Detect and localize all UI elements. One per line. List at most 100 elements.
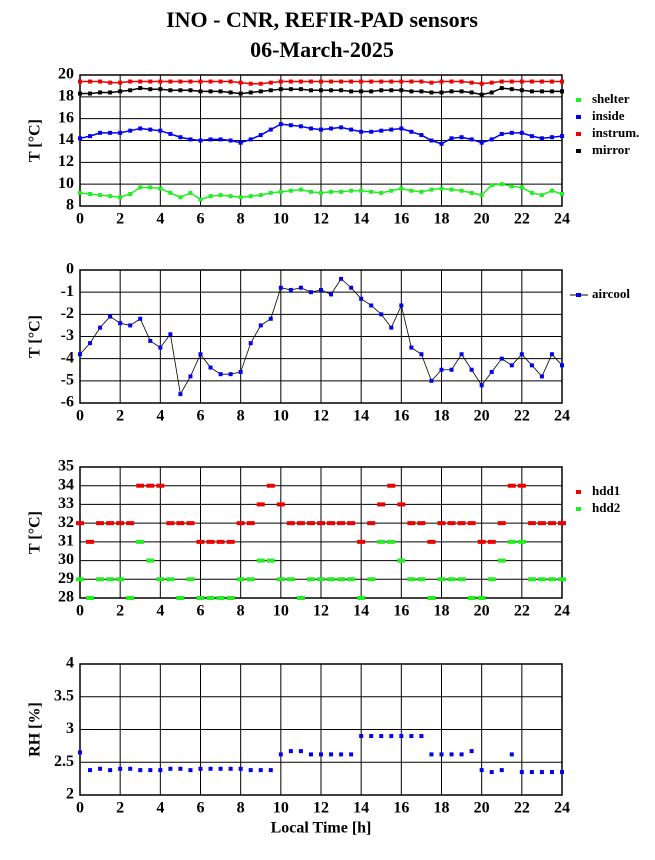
data-point — [367, 577, 376, 582]
data-point — [118, 321, 123, 326]
data-point — [128, 128, 133, 133]
data-point — [329, 752, 334, 757]
data-point — [419, 189, 424, 194]
x-tick-label: 14 — [353, 211, 369, 228]
data-point — [339, 752, 344, 757]
plot-frame — [79, 663, 563, 796]
data-point — [389, 127, 394, 132]
data-point — [499, 356, 504, 361]
data-point — [447, 577, 456, 582]
data-point — [116, 577, 125, 582]
data-point — [108, 194, 113, 199]
data-point — [88, 134, 93, 139]
data-point — [409, 129, 414, 134]
data-point — [238, 91, 243, 96]
data-point — [178, 392, 183, 397]
x-tick-label: 4 — [156, 603, 164, 620]
data-point — [248, 137, 253, 142]
x-tick-label: 12 — [313, 211, 329, 228]
data-point — [146, 483, 155, 488]
data-point — [308, 126, 313, 131]
data-point — [379, 128, 384, 133]
x-tick-label: 6 — [197, 800, 205, 817]
x-tick-label: 10 — [273, 603, 289, 620]
data-point — [399, 734, 404, 739]
data-point — [558, 521, 566, 526]
data-point — [156, 483, 165, 488]
data-point — [469, 190, 474, 195]
data-point — [248, 81, 253, 86]
data-point — [317, 577, 325, 582]
data-point — [108, 314, 113, 319]
data-point — [308, 79, 313, 84]
data-point — [128, 191, 133, 196]
data-point — [459, 188, 464, 193]
y-tick-label: 4 — [66, 655, 74, 672]
y-tick-label: -2 — [61, 305, 74, 322]
data-point — [429, 138, 434, 143]
data-point — [118, 80, 123, 85]
data-point — [339, 125, 344, 130]
data-point — [439, 367, 444, 372]
data-point — [106, 577, 115, 582]
data-point — [359, 296, 364, 301]
data-point — [238, 80, 243, 85]
chart-subtitle: 06-March-2025 — [250, 37, 394, 62]
y-axis-label: RH [%] — [27, 702, 44, 757]
data-point — [489, 183, 494, 188]
data-point — [537, 577, 546, 582]
data-point — [509, 363, 514, 368]
data-point — [459, 79, 464, 84]
data-point — [198, 89, 203, 94]
data-point — [176, 521, 185, 526]
data-point — [329, 126, 334, 131]
data-point — [238, 369, 243, 374]
data-point — [527, 577, 536, 582]
data-point — [397, 558, 406, 563]
y-axis-label: T [°C] — [27, 119, 44, 162]
data-point — [329, 292, 334, 297]
legend-marker — [576, 115, 581, 119]
y-tick-label: -5 — [61, 372, 74, 389]
plot-frame — [79, 269, 563, 404]
data-point — [98, 130, 103, 135]
data-point — [298, 749, 303, 754]
legend-label: aircool — [592, 286, 630, 301]
data-point — [539, 89, 544, 94]
data-point — [208, 194, 213, 199]
data-point — [539, 193, 544, 198]
x-tick-label: 0 — [76, 408, 84, 425]
data-point — [88, 341, 93, 346]
data-point — [98, 79, 103, 84]
x-tick-label: 16 — [393, 800, 409, 817]
data-point — [198, 138, 203, 143]
data-point — [126, 596, 135, 600]
x-tick-label: 22 — [514, 408, 530, 425]
data-point — [437, 521, 446, 526]
data-point — [256, 502, 265, 507]
data-point — [218, 79, 223, 84]
data-point — [118, 130, 123, 135]
y-tick-label: 18 — [58, 88, 74, 105]
data-point — [399, 186, 404, 191]
data-point — [288, 123, 293, 128]
data-point — [296, 521, 305, 526]
data-point — [329, 88, 334, 93]
data-point — [549, 89, 554, 94]
data-point — [108, 130, 113, 135]
data-point — [256, 558, 265, 563]
data-point — [288, 749, 293, 754]
data-point — [477, 596, 486, 600]
data-point — [288, 287, 293, 292]
data-point — [349, 127, 354, 132]
data-point — [509, 130, 514, 135]
data-point — [487, 539, 496, 544]
data-point — [236, 521, 245, 526]
x-tick-label: 4 — [156, 408, 164, 425]
y-tick-label: -3 — [61, 327, 74, 344]
data-point — [319, 88, 323, 93]
data-point — [218, 193, 223, 198]
data-point — [439, 752, 444, 757]
data-point — [228, 766, 233, 771]
x-tick-label: 22 — [514, 603, 530, 620]
